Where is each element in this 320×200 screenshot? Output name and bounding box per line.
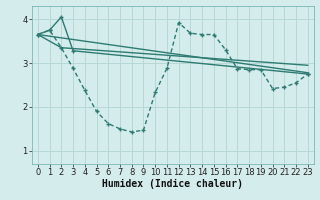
X-axis label: Humidex (Indice chaleur): Humidex (Indice chaleur) (102, 179, 243, 189)
